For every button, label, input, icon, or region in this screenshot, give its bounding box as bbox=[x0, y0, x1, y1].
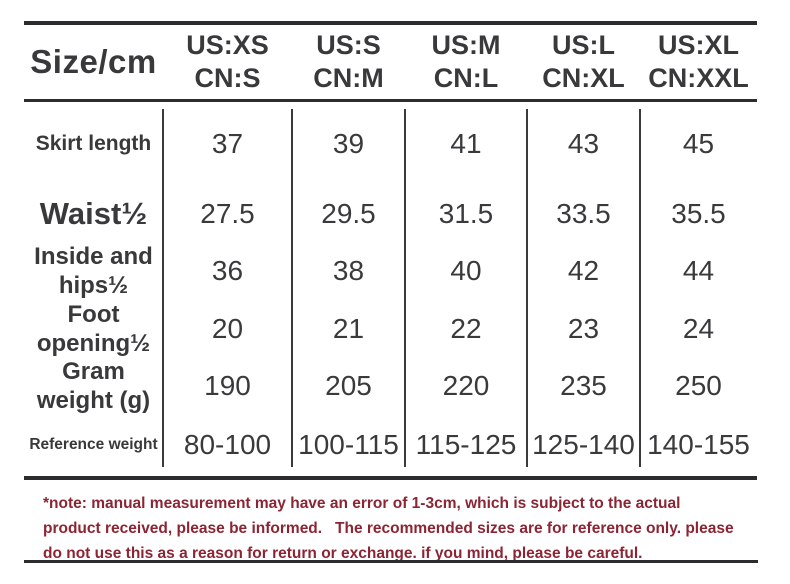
bottom-rule bbox=[24, 560, 758, 563]
table-cell: 42 bbox=[567, 255, 600, 286]
table-cell: 37 bbox=[211, 128, 244, 159]
row-label-foot-opening: Foot opening½ bbox=[36, 300, 151, 357]
column-header-xs: US:XS CN:S bbox=[163, 29, 292, 95]
cn-size-label: CN:XL bbox=[542, 63, 625, 93]
table-body: Skirt length 37 39 41 43 45 Waist½ 27.5 … bbox=[24, 102, 757, 480]
row-label-reference-weight: Reference weight bbox=[29, 435, 158, 453]
table-cell: 36 bbox=[211, 255, 244, 286]
cn-size-label: CN:M bbox=[313, 63, 384, 93]
table-cell: 140-155 bbox=[647, 429, 750, 460]
table-header-row: Size/cm US:XS CN:S US:S CN:M US:M CN:L U… bbox=[24, 25, 757, 102]
table-cell: 24 bbox=[682, 313, 715, 344]
size-unit-header: Size/cm bbox=[30, 43, 157, 80]
table-cell: 20 bbox=[211, 313, 244, 344]
column-header-xl: US:XL CN:XXL bbox=[640, 29, 757, 95]
cn-size-label: CN:L bbox=[433, 63, 499, 93]
column-divider bbox=[404, 109, 406, 467]
column-divider bbox=[639, 109, 641, 467]
us-size-label: US:XL bbox=[658, 30, 739, 60]
table-cell: 45 bbox=[682, 128, 715, 159]
table-cell: 31.5 bbox=[438, 198, 494, 229]
cn-size-label: CN:S bbox=[194, 63, 261, 93]
table-cell: 23 bbox=[567, 313, 600, 344]
table-cell: 190 bbox=[204, 370, 251, 401]
table-cell: 100-115 bbox=[298, 429, 399, 460]
us-size-label: US:XS bbox=[186, 30, 269, 60]
table-cell: 33.5 bbox=[556, 198, 611, 229]
us-size-label: US:M bbox=[431, 30, 501, 60]
column-header-s: US:S CN:M bbox=[292, 29, 405, 95]
column-header-m: US:M CN:L bbox=[405, 29, 527, 95]
table-cell: 40 bbox=[450, 255, 482, 286]
row-label-gram-weight: Gram weight (g) bbox=[36, 357, 151, 414]
table-cell: 22 bbox=[450, 313, 482, 344]
table-cell: 35.5 bbox=[671, 198, 726, 229]
size-chart-table: Size/cm US:XS CN:S US:S CN:M US:M CN:L U… bbox=[24, 21, 757, 480]
column-divider bbox=[526, 109, 528, 467]
row-label-inside-and-hips: Inside and hips½ bbox=[34, 242, 153, 299]
row-label-skirt-length: Skirt length bbox=[35, 132, 152, 156]
note-line: *note: manual measurement may have an er… bbox=[43, 495, 681, 512]
cn-size-label: CN:XXL bbox=[648, 63, 749, 93]
table-cell: 250 bbox=[675, 370, 722, 401]
table-cell: 125-140 bbox=[532, 429, 635, 460]
column-header-l: US:L CN:XL bbox=[527, 29, 640, 95]
table-cell: 43 bbox=[567, 128, 600, 159]
table-cell: 205 bbox=[325, 370, 372, 401]
table-cell: 115-125 bbox=[415, 429, 517, 460]
us-size-label: US:S bbox=[316, 30, 381, 60]
note-line: do not use this as a reason for return o… bbox=[43, 545, 643, 562]
measurement-note: *note: manual measurement may have an er… bbox=[43, 491, 759, 566]
note-line: product received, please be informed. Th… bbox=[43, 520, 734, 537]
table-cell: 41 bbox=[450, 128, 482, 159]
table-cell: 27.5 bbox=[200, 198, 255, 229]
row-label-waist: Waist½ bbox=[39, 196, 148, 232]
table-cell: 21 bbox=[332, 313, 365, 344]
column-divider bbox=[162, 109, 164, 467]
table-cell: 39 bbox=[332, 128, 365, 159]
table-cell: 220 bbox=[442, 370, 490, 401]
table-cell: 80-100 bbox=[183, 429, 272, 460]
table-cell: 38 bbox=[332, 255, 365, 286]
table-cell: 44 bbox=[682, 255, 715, 286]
us-size-label: US:L bbox=[552, 30, 615, 60]
table-cell: 235 bbox=[560, 370, 607, 401]
table-cell: 29.5 bbox=[321, 198, 376, 229]
column-divider bbox=[291, 109, 293, 467]
